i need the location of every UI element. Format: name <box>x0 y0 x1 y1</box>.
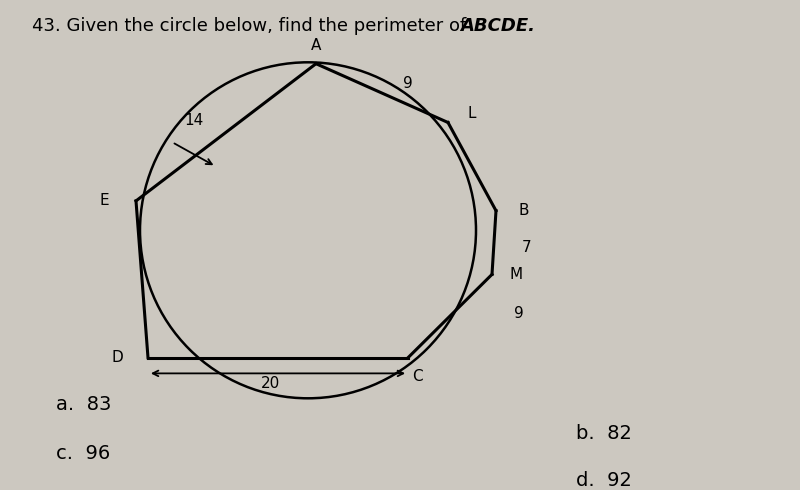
Text: 14: 14 <box>184 113 203 127</box>
Text: c.  96: c. 96 <box>56 444 110 463</box>
Text: 7: 7 <box>522 240 531 255</box>
Text: d.  92: d. 92 <box>576 471 632 490</box>
Text: 43. Given the circle below, find the perimeter of: 43. Given the circle below, find the per… <box>32 17 472 35</box>
Text: C: C <box>412 369 423 384</box>
Text: M: M <box>510 267 522 282</box>
Text: a.  83: a. 83 <box>56 395 111 414</box>
Text: A: A <box>311 38 321 52</box>
Text: 20: 20 <box>261 376 280 391</box>
Text: E: E <box>99 194 109 208</box>
Text: b.  82: b. 82 <box>576 424 632 443</box>
Text: D: D <box>112 350 123 365</box>
Text: B: B <box>518 203 530 218</box>
Text: 9: 9 <box>514 306 523 321</box>
Text: ABCDE.: ABCDE. <box>460 17 535 35</box>
Text: L: L <box>468 106 476 121</box>
Text: 9: 9 <box>403 76 413 91</box>
